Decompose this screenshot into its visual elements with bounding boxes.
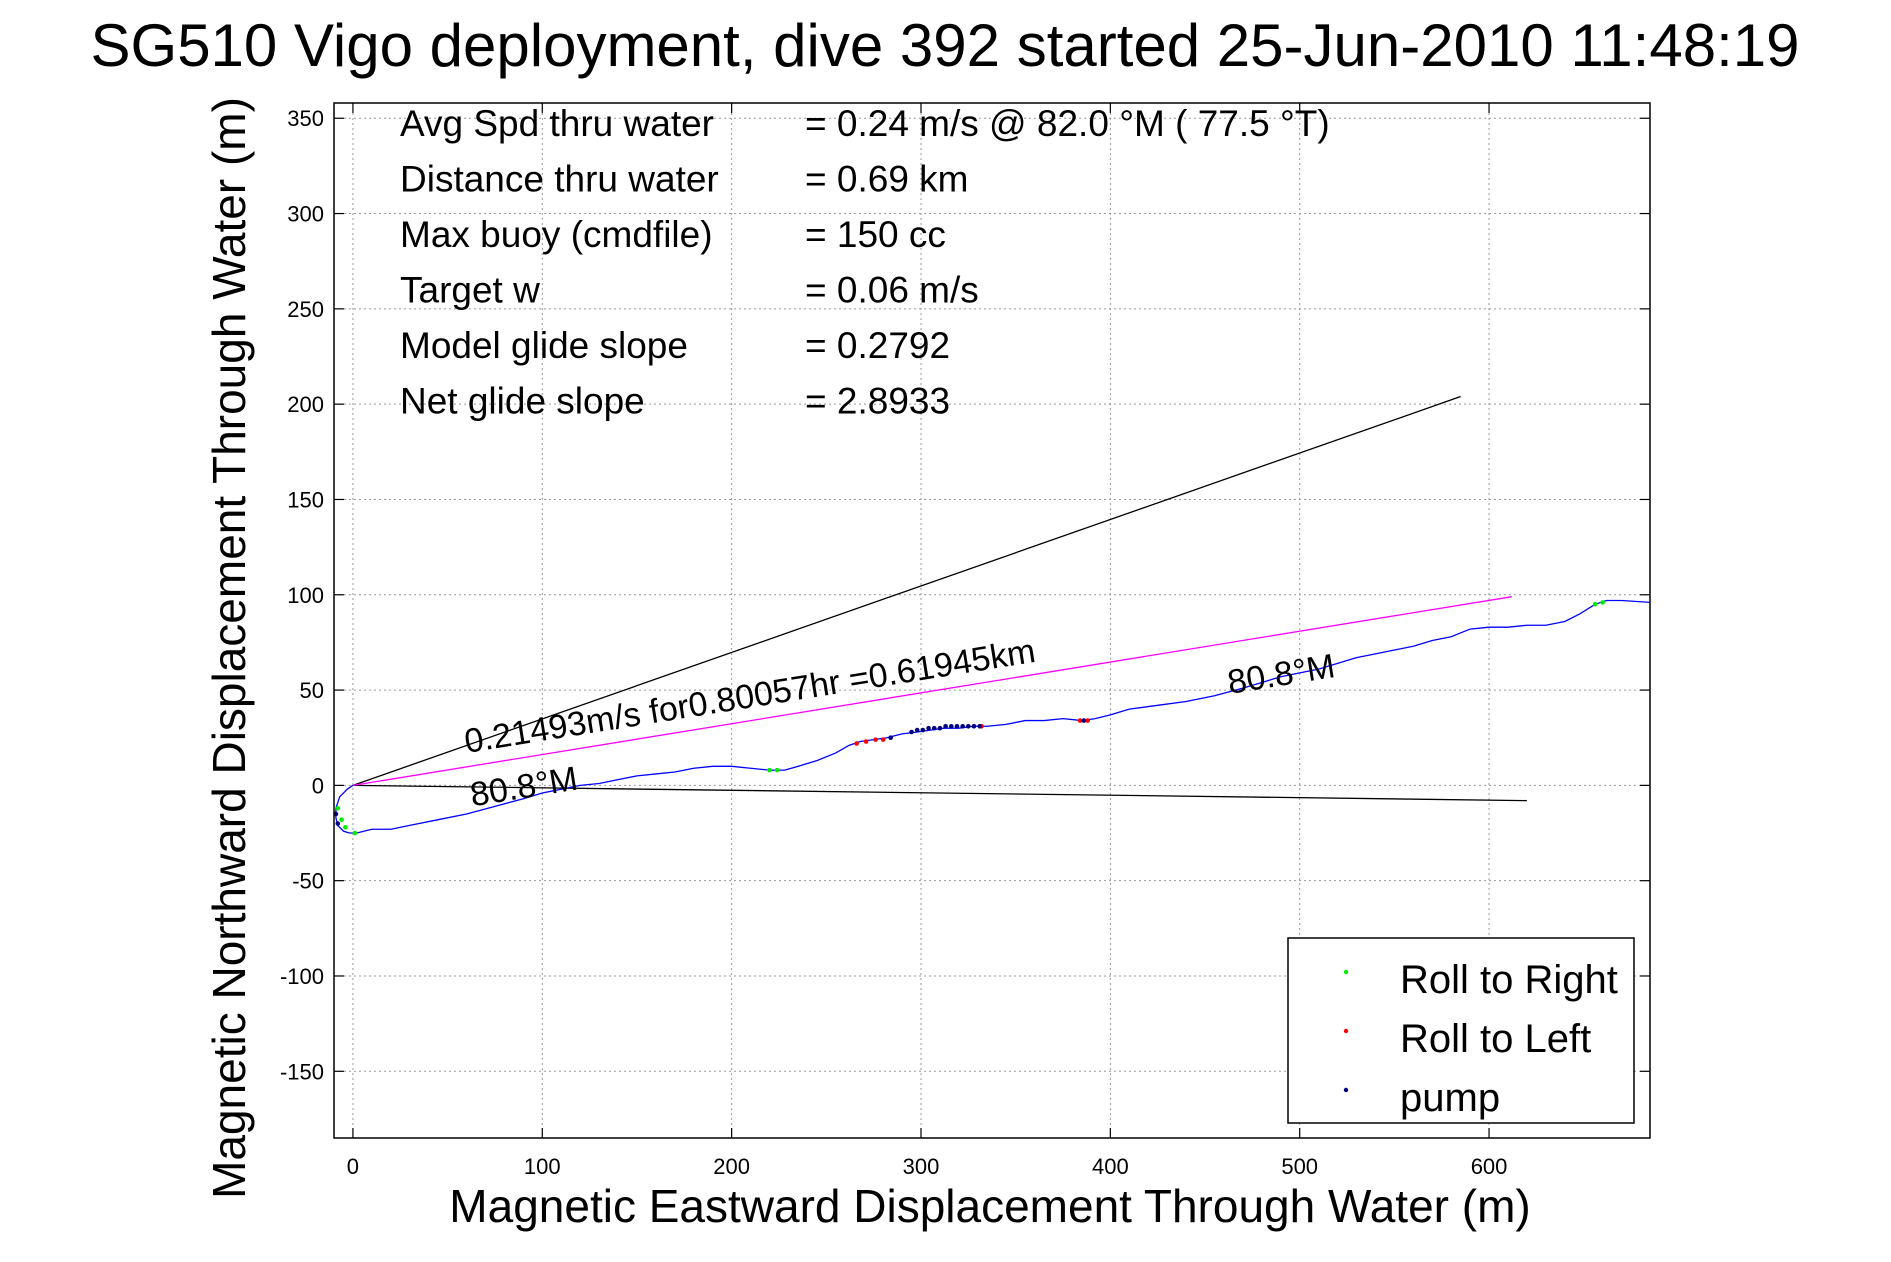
data-point-roll-to-left: [863, 739, 869, 744]
data-point-pump: [931, 725, 937, 731]
y-tick-label: -150: [280, 1059, 324, 1084]
y-tick-label: -100: [280, 964, 324, 989]
data-point-roll-to-left: [1077, 718, 1083, 723]
data-point-pump: [971, 723, 977, 729]
data-point-roll-to-right: [339, 817, 344, 822]
y-tick-label: 250: [287, 297, 324, 322]
data-point-roll-to-right: [1592, 601, 1598, 607]
data-point-pump: [977, 723, 982, 729]
data-point-pump: [926, 725, 931, 731]
y-tick-label: 300: [287, 202, 324, 227]
legend-marker-pump: [1343, 1087, 1349, 1093]
data-point-pump: [937, 725, 943, 731]
y-tick-label: -50: [292, 869, 324, 894]
data-point-roll-to-right: [774, 767, 780, 773]
data-point-roll-to-left: [1085, 718, 1090, 723]
legend-label-pump: pump: [1400, 1076, 1500, 1120]
info-value: = 150 cc: [805, 214, 946, 255]
x-axis-label: Magnetic Eastward Displacement Through W…: [449, 1180, 1530, 1232]
legend-marker-roll-right: [1343, 969, 1349, 975]
legend-label-roll-right: Roll to Right: [1400, 958, 1618, 1002]
chart-title: SG510 Vigo deployment, dive 392 started …: [91, 12, 1800, 79]
info-value: = 0.24 m/s @ 82.0 °M ( 77.5 °T): [805, 103, 1330, 144]
y-tick-label: 100: [287, 583, 324, 608]
data-point-roll-to-left: [873, 737, 878, 742]
info-label: Avg Spd thru water: [400, 103, 714, 144]
reference-line-black-lower: [352, 784, 1527, 802]
data-point-pump: [909, 729, 914, 735]
y-axis-label: Magnetic Northward Displacement Through …: [203, 97, 255, 1199]
data-point-roll-to-right: [767, 767, 772, 773]
x-tick-label: 600: [1471, 1154, 1508, 1179]
info-value: = 0.69 km: [805, 159, 969, 200]
info-value: = 2.8933: [805, 381, 950, 422]
info-label: Max buoy (cmdfile): [400, 214, 713, 255]
axis-ticks: 0 100 200 300 400 500 600 -150 -100 -50 0 50 100 150 2…: [280, 103, 1650, 1179]
info-value: = 0.2792: [805, 325, 950, 366]
y-tick-label: 150: [287, 487, 324, 512]
reference-line-magenta-current: [352, 596, 1512, 787]
data-point-roll-to-right: [335, 805, 341, 811]
info-block: Avg Spd thru water = 0.24 m/s @ 82.0 °M (…: [400, 103, 1330, 422]
data-point-pump: [920, 727, 926, 733]
x-tick-label: 300: [903, 1154, 940, 1179]
x-tick-label: 200: [713, 1154, 750, 1179]
data-point-pump: [966, 723, 971, 729]
data-point-pump: [948, 723, 954, 729]
info-value: = 0.06 m/s: [805, 270, 979, 311]
y-tick-label: 50: [300, 678, 324, 703]
y-tick-label: 350: [287, 106, 324, 131]
y-tick-label: 0: [312, 773, 324, 798]
plot-area-frame: [333, 102, 1651, 1139]
info-label: Model glide slope: [400, 325, 688, 366]
data-point-roll-to-right: [343, 825, 348, 830]
data-point-pump: [960, 723, 965, 729]
data-point-pump: [914, 727, 920, 733]
data-point-roll-to-right: [352, 830, 358, 836]
data-point-roll-to-left: [854, 741, 859, 746]
data-point-roll-to-left: [880, 737, 886, 742]
legend-marker-roll-left: [1343, 1028, 1349, 1034]
reference-line-black-upper: [352, 395, 1461, 786]
x-tick-label: 0: [347, 1154, 359, 1179]
info-label: Net glide slope: [400, 381, 645, 422]
legend: Roll to Right Roll to Left pump: [1287, 937, 1635, 1124]
legend-label-roll-left: Roll to Left: [1400, 1017, 1591, 1061]
x-tick-label: 500: [1281, 1154, 1318, 1179]
data-point-pump: [888, 735, 893, 741]
data-point-roll-to-right: [1600, 600, 1605, 605]
y-tick-label: 200: [287, 392, 324, 417]
data-point-pump: [335, 821, 341, 826]
data-point-pump: [1081, 718, 1087, 723]
data-point-pump: [954, 723, 960, 729]
info-label: Target w: [400, 270, 540, 311]
x-tick-label: 400: [1092, 1154, 1129, 1179]
x-tick-label: 100: [524, 1154, 561, 1179]
data-point-pump: [943, 723, 948, 729]
info-label: Distance thru water: [400, 159, 719, 200]
